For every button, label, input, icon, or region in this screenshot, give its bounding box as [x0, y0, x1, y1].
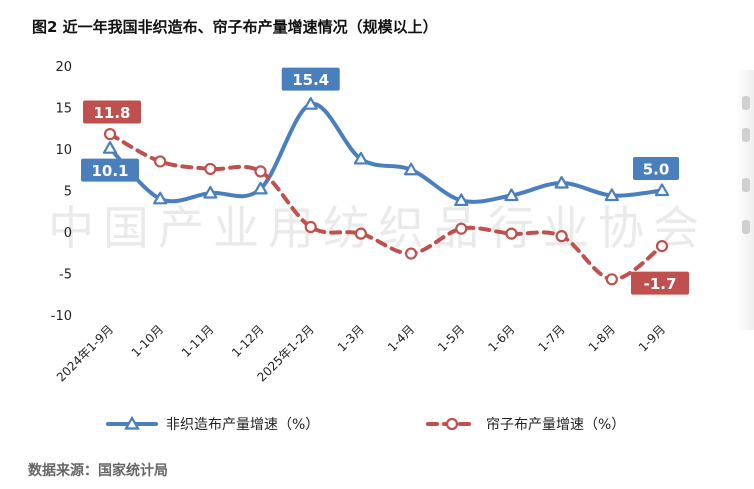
y-tick-label: 20 — [55, 60, 72, 75]
legend-label: 非织造布产量增速（%） — [166, 417, 319, 433]
series-1-line — [108, 102, 664, 204]
data-label-box — [633, 157, 679, 180]
data-label-box — [83, 100, 141, 124]
series-2-point — [254, 165, 267, 178]
y-tick-label: -10 — [51, 309, 72, 324]
legend-swatch-marker — [445, 417, 459, 431]
series-2-point — [354, 227, 368, 240]
series-2-point — [605, 273, 618, 286]
data-labels: 10.1 15.4 5.0 11.8 -1.7 — [81, 67, 689, 295]
y-tick-label: -5 — [59, 268, 72, 283]
x-tick-label: 2024年1-9月 — [54, 322, 116, 384]
series-2-point — [455, 222, 468, 235]
legend-label: 帘子布产量增速（%） — [486, 417, 625, 433]
y-tick-label: 0 — [64, 226, 72, 241]
series-1-point — [303, 97, 318, 110]
data-label-text: 11.8 — [93, 104, 130, 122]
series-2-point — [404, 247, 418, 260]
series-1-point — [353, 151, 369, 165]
series-2-point — [655, 240, 669, 253]
watermark: 中国产业用纺织品行业协会 — [48, 201, 708, 255]
data-label-box — [631, 271, 689, 295]
chart-title: 图2 近一年我国非织造布、帘子布产量增速情况（规模以上） — [32, 18, 438, 36]
data-label-text: 5.0 — [643, 161, 670, 179]
x-tick-label: 1-12月 — [229, 322, 267, 360]
side-scroll-strip — [736, 70, 754, 330]
x-tick-label: 1-9月 — [636, 322, 668, 354]
series-1-point — [153, 191, 168, 205]
series-2-point — [103, 127, 117, 141]
series-1-point — [604, 188, 619, 202]
legend-swatch-marker — [124, 415, 140, 430]
data-label-1-11: 5.0 — [633, 157, 679, 180]
data-label-text: -1.7 — [644, 275, 677, 293]
data-label-text: 10.1 — [91, 162, 128, 180]
x-tick-label: 1-6月 — [485, 322, 517, 354]
y-tick-label: 15 — [55, 102, 72, 117]
y-tick-label: 10 — [55, 143, 72, 158]
x-tick-label: 1-10月 — [129, 322, 167, 360]
y-tick-label: 5 — [64, 185, 72, 200]
x-tick-label: 1-8月 — [586, 322, 618, 354]
x-tick-label: 1-11月 — [179, 322, 217, 360]
series-1-point — [403, 162, 419, 176]
series-1-point — [504, 188, 519, 202]
series-1-point — [654, 183, 670, 197]
x-tick-label: 1-5月 — [435, 322, 467, 354]
series-2-line — [108, 132, 664, 282]
series-2-point — [304, 220, 317, 234]
series-1-point — [554, 175, 569, 189]
x-tick-label: 1-4月 — [385, 322, 417, 354]
series-2-point — [555, 230, 568, 243]
data-label-text: 15.4 — [292, 71, 329, 89]
data-label-box — [81, 158, 139, 182]
data-source: 数据来源：国家统计局 — [28, 463, 168, 479]
series-2-point — [204, 162, 217, 176]
series-2-point — [154, 155, 167, 168]
data-label-2-0: 11.8 — [83, 100, 141, 124]
data-label-2-11: -1.7 — [631, 271, 689, 295]
series-1-point — [454, 193, 469, 207]
series-1-point — [203, 185, 218, 199]
legend: 非织造布产量增速（%） 帘子布产量增速（%） — [106, 415, 625, 433]
x-tick-label: 1-3月 — [335, 322, 367, 354]
x-tick-label: 1-7月 — [536, 322, 568, 354]
series-1-point — [102, 141, 118, 154]
series — [102, 97, 670, 286]
series-1-point — [253, 181, 268, 195]
data-label-1-0: 10.1 — [81, 158, 139, 182]
data-label-1-4: 15.4 — [281, 67, 340, 91]
data-label-box — [281, 67, 340, 91]
series-2-point — [505, 227, 518, 240]
